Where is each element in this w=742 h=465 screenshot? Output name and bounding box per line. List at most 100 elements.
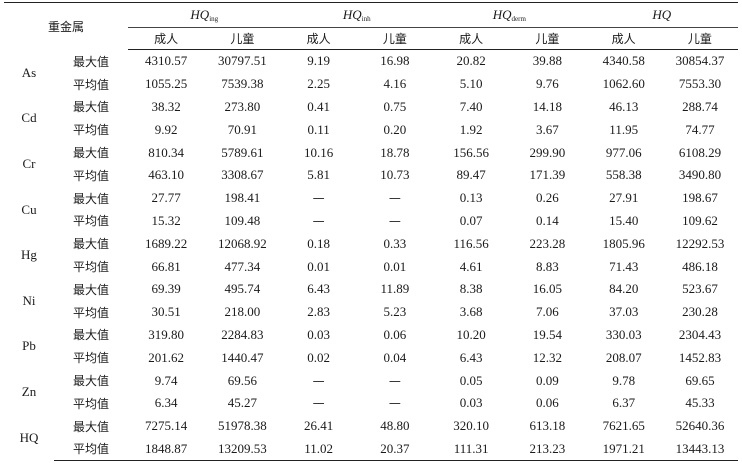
value-cell: 320.10 [453, 418, 490, 434]
header-row-groups: 重金属 HQing HQinh HQderm HQ [4, 2, 739, 50]
value-cell: 111.31 [433, 437, 510, 462]
value-cell: 16.98 [380, 53, 410, 69]
value-cell: 70.91 [227, 121, 258, 137]
table-row: Cr 最大值 810.34 5789.61 10.16 18.78 156.56 299.90… [4, 141, 738, 171]
metal-name-cell: Cd [21, 110, 37, 126]
value-cell: 9.74 [154, 372, 178, 388]
stat-label-max: 最大值 [73, 237, 110, 252]
value-cell: 273.80 [224, 98, 261, 114]
value-cell: 2284.83 [221, 326, 264, 342]
value-cell: 218.00 [224, 304, 261, 320]
table-row: Ni 最大值 69.39 495.74 6.43 11.89 8.38 16.05 84.20 5… [4, 278, 738, 307]
value-cell: 66.81 [151, 258, 181, 274]
value-cell: 6.34 [154, 395, 178, 411]
value-cell: 810.34 [148, 144, 185, 160]
value-cell: — [312, 213, 325, 228]
metal-name-cell: Hg [21, 247, 37, 263]
value-cell: 3490.80 [678, 167, 722, 183]
stat-label-avg: 平均值 [73, 305, 110, 320]
table-row: 平均值 1055.25 7539.38 2.25 4.16 5.10 9.76 1062.60… [4, 73, 738, 96]
value-cell: 13443.13 [661, 437, 739, 462]
value-cell: 5.81 [307, 167, 331, 183]
value-cell: 4340.58 [602, 53, 645, 69]
value-cell: 84.20 [609, 281, 639, 297]
subcol-child: 儿童 [661, 27, 739, 50]
hq-ing-main: HQ [190, 7, 210, 22]
subcol-child: 儿童 [356, 27, 434, 50]
value-cell: 69.65 [685, 372, 715, 388]
value-cell: 0.02 [307, 349, 331, 365]
hq-inh-main: HQ [342, 7, 362, 22]
value-cell: 0.03 [307, 326, 331, 342]
table-row: As 最大值 4310.57 30797.51 9.19 16.98 20.82 39.88 4… [4, 50, 738, 79]
value-cell: 13209.53 [204, 437, 281, 462]
value-cell: 69.39 [151, 281, 181, 297]
table-row: 平均值 6.34 45.27 — — 0.03 0.06 6.37 45.33 [4, 392, 738, 415]
value-cell: 5789.61 [221, 144, 264, 160]
stat-label-max: 最大值 [73, 328, 110, 343]
stat-label-max: 最大值 [73, 374, 110, 389]
table-row: 平均值 66.81 477.34 0.01 0.01 4.61 8.83 71.43 486.1… [4, 255, 738, 278]
value-cell: 9.76 [536, 76, 559, 92]
value-cell: 15.40 [609, 212, 639, 228]
value-cell: 51978.38 [218, 418, 267, 434]
stat-label-avg: 平均值 [73, 123, 110, 138]
value-cell: 6.37 [612, 395, 636, 411]
value-cell: 1055.25 [145, 76, 188, 92]
value-cell: 0.05 [459, 372, 483, 388]
value-cell: 0.75 [383, 98, 407, 114]
value-cell: 0.01 [383, 258, 407, 274]
stat-label-avg: 平均值 [73, 396, 110, 411]
header-row-subcols: 成人 儿童 成人 儿童 成人 儿童 成人 儿童 [4, 27, 739, 50]
value-cell: 48.80 [380, 418, 410, 434]
subcol-adult: 成人 [280, 27, 357, 50]
value-cell: 0.06 [383, 326, 407, 342]
value-cell: 0.06 [536, 395, 559, 411]
subcol-adult: 成人 [128, 27, 205, 50]
value-cell: 7553.30 [678, 76, 722, 92]
value-cell: 39.88 [532, 53, 563, 69]
value-cell: 52640.36 [675, 418, 725, 434]
table-row: 平均值 1848.87 13209.53 11.02 20.37 111.31 213.23… [4, 437, 739, 462]
metal-name-cell: As [21, 64, 37, 80]
stat-label-avg: 平均值 [73, 351, 110, 366]
value-cell: 27.91 [609, 190, 639, 206]
value-cell: 3308.67 [221, 167, 264, 183]
table-row: 平均值 30.51 218.00 2.83 5.23 3.68 7.06 37.03 230.2… [4, 301, 738, 324]
hq-derm-sub: derm [511, 15, 526, 23]
table-row: 平均值 201.62 1440.47 0.02 0.04 6.43 12.32 208.07 1… [4, 346, 738, 369]
value-cell: — [312, 373, 325, 388]
value-cell: 2304.43 [678, 326, 722, 342]
table-row: Cu 最大值 27.77 198.41 — — 0.13 0.26 27.91 198.67 [4, 187, 738, 216]
hq-ing-sub: ing [209, 15, 219, 23]
subcol-adult: 成人 [433, 27, 510, 50]
value-cell: 30854.37 [675, 53, 725, 69]
value-cell: — [388, 213, 401, 228]
value-cell: 198.41 [224, 190, 261, 206]
value-cell: 0.09 [536, 372, 559, 388]
value-cell: 319.80 [148, 326, 185, 342]
value-cell: 109.62 [682, 212, 718, 228]
value-cell: 7.06 [536, 304, 559, 320]
value-cell: 71.43 [609, 258, 639, 274]
column-header-hq-ing: HQing [128, 2, 281, 28]
value-cell: 0.11 [307, 121, 330, 137]
stat-label-max: 最大值 [73, 419, 110, 434]
metal-name-cell: Cu [21, 201, 37, 217]
column-header-metal: 重金属 [4, 2, 129, 50]
value-cell: 12068.92 [218, 235, 267, 251]
value-cell: 201.62 [148, 349, 185, 365]
table-body: As 最大值 4310.57 30797.51 9.19 16.98 20.82 39.88 4… [4, 50, 739, 462]
subcol-adult: 成人 [585, 27, 662, 50]
value-cell: 486.18 [682, 258, 718, 274]
table-row: Pb 最大值 319.80 2284.83 0.03 0.06 10.20 19.54 330.… [4, 324, 738, 353]
hq-derm-main: HQ [492, 7, 512, 22]
stat-label-avg: 平均值 [73, 260, 110, 275]
value-cell: 14.18 [532, 98, 563, 114]
value-cell: 2.83 [307, 304, 331, 320]
value-cell: 12292.53 [675, 235, 725, 251]
value-cell: 4.61 [459, 258, 483, 274]
value-cell: 16.05 [532, 281, 563, 297]
column-header-hq-total: HQ [585, 2, 739, 28]
